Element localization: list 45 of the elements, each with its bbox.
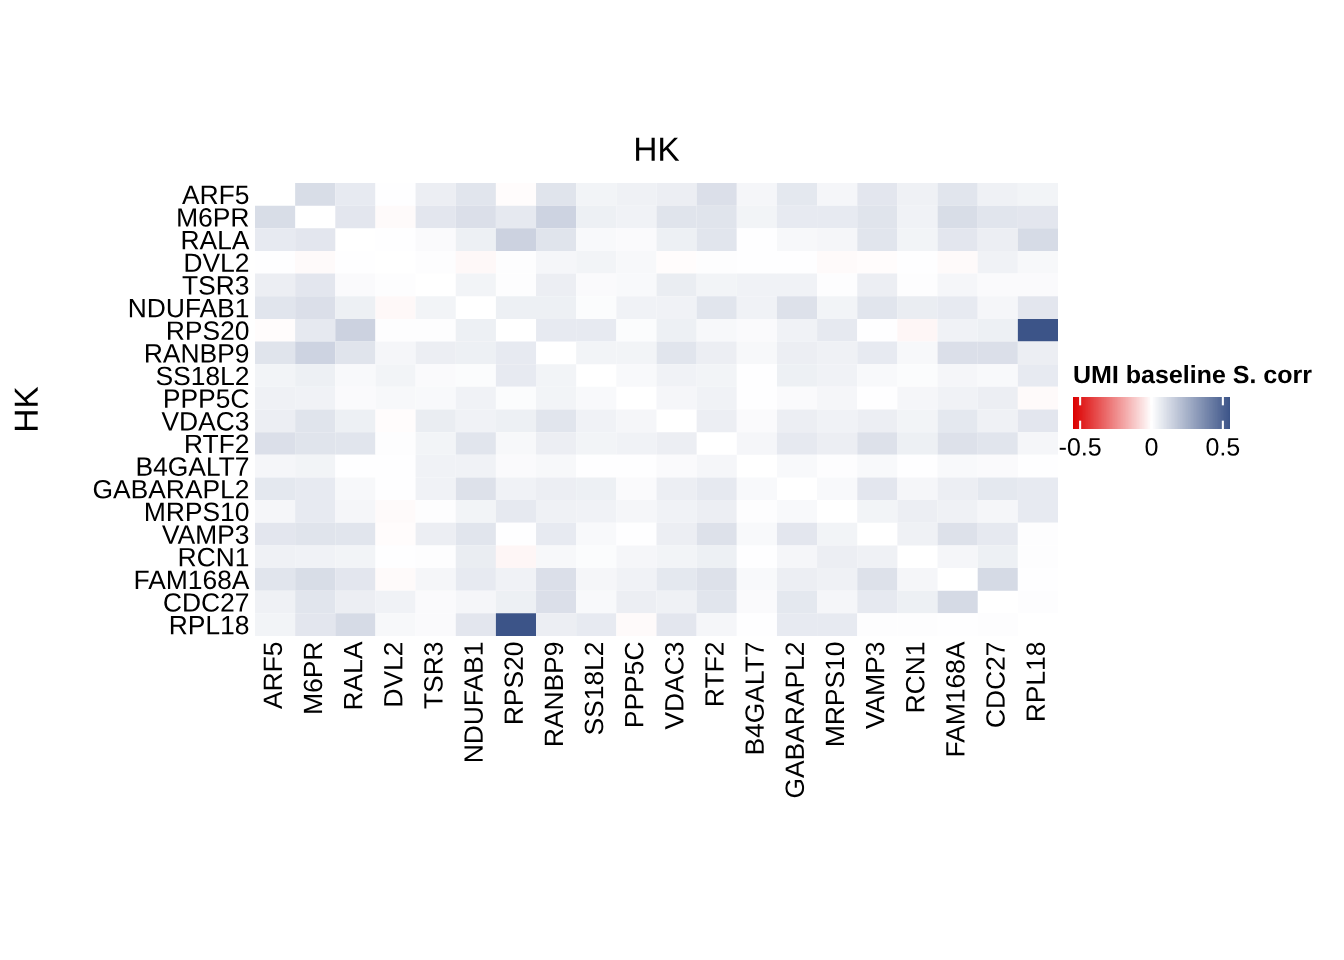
color-bar-label: 0.5 bbox=[1206, 437, 1240, 456]
y-tick-label: MRPS10 bbox=[146, 502, 249, 522]
y-tick-label: ARF5 bbox=[182, 185, 249, 205]
y-tick-label: RPL18 bbox=[170, 615, 249, 635]
x-tick-label: RANBP9 bbox=[544, 642, 564, 745]
x-tick-label: RPS20 bbox=[504, 642, 524, 723]
y-tick-label: B4GALT7 bbox=[137, 457, 249, 476]
x-tick-label: RCN1 bbox=[905, 642, 925, 712]
x-tick-label: GABARAPL2 bbox=[785, 642, 805, 798]
x-tick-label: RALA bbox=[344, 641, 363, 709]
y-tick-label: RTF2 bbox=[186, 434, 249, 454]
x-tick-label: DVL2 bbox=[383, 642, 403, 706]
y-tick-label: TSR3 bbox=[182, 276, 249, 295]
color-bar-title: UMI baseline S. corr bbox=[1074, 364, 1312, 384]
y-tick-label: DVL2 bbox=[185, 253, 249, 272]
y-axis-title: HK bbox=[14, 386, 38, 430]
x-tick-label: VDAC3 bbox=[664, 642, 684, 730]
x-tick-label: NDUFAB1 bbox=[464, 642, 483, 762]
x-tick-label: RTF2 bbox=[705, 642, 724, 705]
color-bar-label: 0 bbox=[1145, 437, 1158, 456]
y-tick-label: PPP5C bbox=[165, 389, 249, 408]
y-tick-label: SS18L2 bbox=[156, 366, 249, 386]
x-tick-label: B4GALT7 bbox=[745, 642, 764, 754]
y-tick-label: RCN1 bbox=[179, 547, 249, 567]
chart-title: HK bbox=[636, 137, 680, 161]
x-tick-label: VAMP3 bbox=[865, 642, 885, 729]
x-tick-label: RPL18 bbox=[1026, 642, 1046, 721]
x-tick-label: M6PR bbox=[303, 642, 323, 713]
y-tick-label: RANBP9 bbox=[146, 344, 249, 363]
x-tick-label: TSR3 bbox=[424, 642, 443, 709]
y-tick-label: VAMP3 bbox=[162, 525, 249, 544]
y-tick-label: FAM168A bbox=[135, 570, 250, 590]
x-tick-label: CDC27 bbox=[986, 642, 1005, 727]
y-tick-label: RPS20 bbox=[168, 321, 249, 341]
x-tick-label: MRPS10 bbox=[825, 642, 845, 745]
y-tick-label: GABARAPL2 bbox=[93, 479, 249, 499]
y-tick-label: CDC27 bbox=[164, 593, 249, 612]
y-tick-label: RALA bbox=[182, 231, 250, 250]
x-tick-label: FAM168A bbox=[946, 641, 965, 756]
y-tick-label: VDAC3 bbox=[161, 411, 249, 431]
x-tick-label: SS18L2 bbox=[584, 642, 604, 735]
y-tick-label: M6PR bbox=[178, 208, 249, 227]
y-tick-label: NDUFAB1 bbox=[129, 298, 249, 318]
color-bar-label: -0.5 bbox=[1059, 437, 1101, 456]
x-tick-label: PPP5C bbox=[624, 642, 644, 726]
